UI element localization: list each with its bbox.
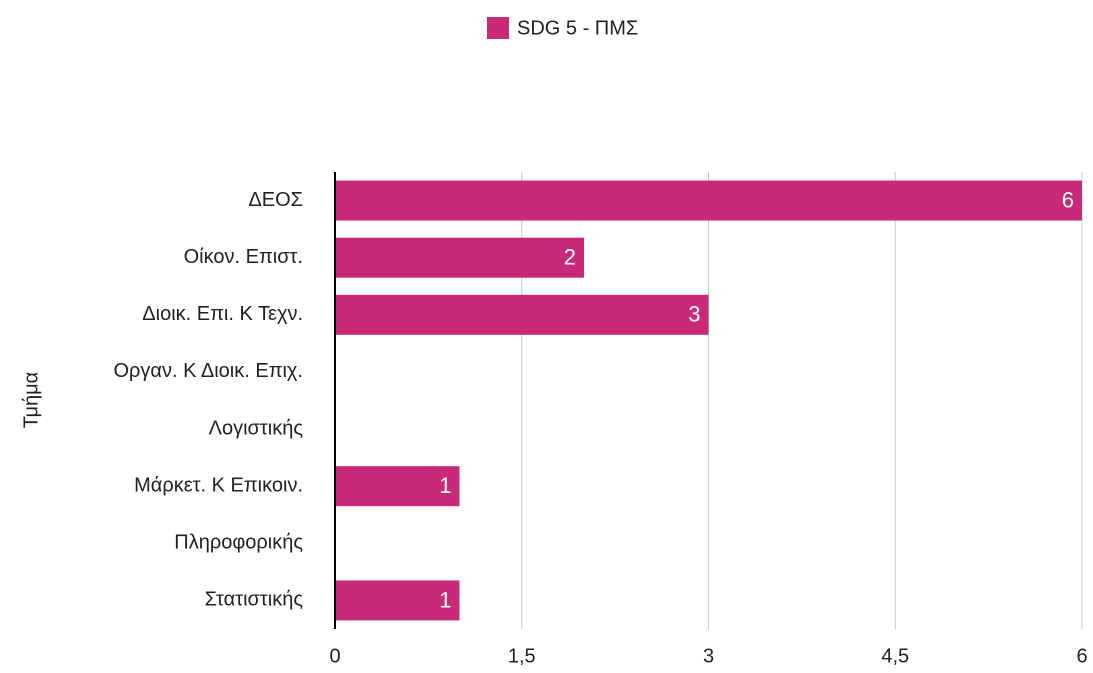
y-tick-label: Διοικ. Επι. Κ Τεχν. bbox=[142, 303, 303, 325]
y-tick-label: ΔΕΟΣ bbox=[248, 189, 303, 211]
x-tick-label: 0 bbox=[329, 645, 340, 667]
legend-label: SDG 5 - ΠΜΣ bbox=[517, 17, 638, 39]
bar bbox=[335, 466, 460, 507]
y-axis-title: Τμήμα bbox=[20, 372, 42, 428]
bar bbox=[335, 237, 584, 278]
bar bbox=[335, 580, 460, 621]
bar bbox=[335, 294, 709, 335]
y-tick-label: Στατιστικής bbox=[205, 589, 304, 611]
data-label: 6 bbox=[1062, 187, 1074, 212]
x-tick-label: 6 bbox=[1076, 645, 1087, 667]
y-tick-label: Οίκον. Επιστ. bbox=[184, 246, 303, 268]
legend-swatch bbox=[487, 17, 509, 39]
data-label: 3 bbox=[688, 302, 700, 327]
data-label: 1 bbox=[439, 473, 451, 498]
x-tick-label: 3 bbox=[703, 645, 714, 667]
y-tick-label: Μάρκετ. Κ Επικοιν. bbox=[134, 474, 303, 496]
y-tick-label: Λογιστικής bbox=[209, 417, 304, 439]
x-tick-label: 4,5 bbox=[881, 645, 909, 667]
bar bbox=[335, 180, 1082, 221]
y-tick-label: Οργαν. Κ Διοικ. Επιχ. bbox=[113, 360, 303, 382]
y-tick-label: Πληροφορικής bbox=[174, 532, 303, 554]
data-label: 1 bbox=[439, 587, 451, 612]
x-tick-label: 1,5 bbox=[508, 645, 536, 667]
data-label: 2 bbox=[564, 245, 576, 270]
